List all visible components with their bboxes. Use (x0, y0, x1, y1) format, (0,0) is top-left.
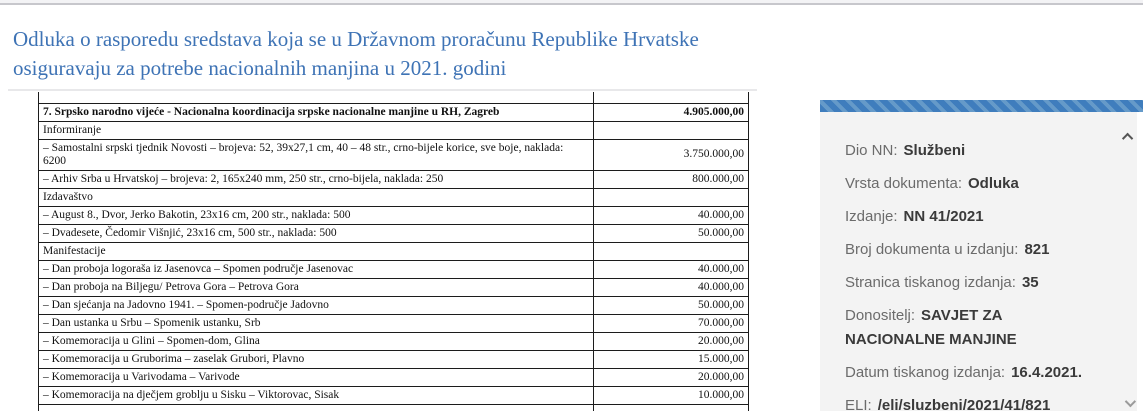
meta-field-label: Broj dokumenta u izdanju: (845, 241, 1019, 258)
table-row: Manifestacije (38, 241, 749, 261)
table-cell-amount: 40.000,00 (593, 259, 749, 279)
meta-field-value: NN 41/2021 (903, 208, 984, 225)
meta-field: Vrsta dokumenta: Odluka (845, 172, 1097, 196)
meta-field: Broj dokumenta u izdanju: 821 (845, 238, 1097, 262)
meta-field: ELI: /eli/sluzbeni/2021/41/821 (845, 394, 1097, 411)
table-row: – Dan proboja logoraša iz Jasenovca – Sp… (38, 259, 749, 279)
table-cell-description: – Dan proboja na Biljegu/ Petrova Gora –… (38, 277, 594, 297)
meta-field-value: Službeni (903, 142, 966, 159)
chevron-down-icon (1124, 395, 1136, 407)
budget-table: 7. Srpsko narodno vijeće - Nacionalna ko… (38, 92, 749, 411)
table-cell-description: – August 8., Dvor, Jerko Bakotin, 23x16 … (38, 205, 594, 225)
table-cell-amount: 4.905.000,00 (593, 102, 749, 122)
table-cell-amount: 70.000,00 (593, 313, 749, 333)
meta-field-value: 821 (1024, 241, 1050, 258)
table-cell-description: – Dvadesete, Čedomir Višnjić, 23x16 cm, … (38, 223, 594, 243)
meta-field-label: Izdanje: (845, 208, 898, 225)
table-cell-amount: 50.000,00 (593, 295, 749, 315)
meta-field-label: Datum tiskanog izdanja: (845, 364, 1006, 381)
table-cell-description: – Samostalni srpski tjednik Novosti – br… (38, 138, 594, 171)
meta-field-value: 35 (1021, 274, 1039, 291)
table-cell-description: – Komemoracija u Glini – Spomen-dom, Gli… (38, 331, 594, 351)
meta-field-value: SAVJET ZA NACIONALNE MANJINE (845, 307, 1017, 348)
table-cell-description: Izdavaštvo (38, 187, 594, 207)
table-cell-description: 7. Srpsko narodno vijeće - Nacionalna ko… (38, 102, 594, 122)
meta-field-label: Vrsta dokumenta: (845, 175, 963, 192)
table-cell-amount: 3.750.000,00 (593, 138, 749, 171)
table-cell-description: – Dan proboja logoraša iz Jasenovca – Sp… (38, 259, 594, 279)
table-row: – Komemoracija u Varivodama – Varivode 2… (38, 367, 749, 387)
table-cell-description: – Dan sjećanja na Jadovno 1941. – Spomen… (38, 295, 594, 315)
table-cell-amount (593, 241, 749, 261)
table-cell-amount: 40.000,00 (593, 205, 749, 225)
metadata-fields: Dio NN: Službeni Vrsta dokumenta: Odluka I… (845, 139, 1097, 411)
table-cell-description: – Komemoracija na dječjem groblju u Sisk… (38, 385, 594, 405)
table-cell-amount (593, 187, 749, 207)
table-cell-description: Manifestacije (38, 241, 594, 261)
table-cell-description: – Komemoracija u Varivodama – Varivode (38, 367, 594, 387)
sidebar-accent-band (820, 100, 1143, 112)
table-row: Informiranje (38, 120, 749, 140)
table-cell-amount: 800.000,00 (593, 169, 749, 189)
metadata-sidebar: Dio NN: Službeni Vrsta dokumenta: Odluka I… (820, 100, 1143, 411)
meta-field: Datum tiskanog izdanja: 16.4.2021. (845, 361, 1097, 385)
scroll-up-button[interactable] (1120, 128, 1137, 145)
table-cell-description: Informiranje (38, 120, 594, 140)
meta-field-label: Stranica tiskanog izdanja: (845, 274, 1016, 291)
chevron-up-icon (1121, 132, 1133, 144)
table-row: – Komemoracija na dječjem groblju u Sisk… (38, 385, 749, 405)
meta-field: Dio NN: Službeni (845, 139, 1097, 163)
table-cell-amount: 15.000,00 (593, 349, 749, 369)
sidebar-scrollbar[interactable] (1120, 114, 1137, 411)
meta-field-value: /eli/sluzbeni/2021/41/821 (877, 397, 1051, 411)
table-row: – Komemoracija u Glini – Spomen-dom, Gli… (38, 331, 749, 351)
table-row: Izdavaštvo (38, 187, 749, 207)
table-cell-amount (593, 120, 749, 140)
table-row: – Samostalni srpski tjednik Novosti – br… (38, 138, 749, 171)
table-cell-amount: 20.000,00 (593, 367, 749, 387)
table-cell-description: – Komemoracija u Gruborima – zaselak Gru… (38, 349, 594, 369)
table-row: – Dvadesete, Čedomir Višnjić, 23x16 cm, … (38, 223, 749, 243)
budget-table-wrap: 7. Srpsko narodno vijeće - Nacionalna ko… (38, 92, 749, 411)
table-cell-amount: 50.000,00 (593, 223, 749, 243)
table-row: – Komemoracija u Gruborima – zaselak Gru… (38, 349, 749, 369)
table-cell-amount: 10.000,00 (593, 385, 749, 405)
metadata-panel: Dio NN: Službeni Vrsta dokumenta: Odluka I… (820, 112, 1137, 411)
table-row: – Dan ustanka u Srbu – Spomenik ustanku,… (38, 313, 749, 333)
meta-field-label: Dio NN: (845, 142, 898, 159)
top-divider-bar (0, 0, 1143, 5)
scroll-down-button[interactable] (1120, 394, 1137, 411)
meta-field-label: Donositelj: (845, 307, 916, 324)
budget-table-body: 7. Srpsko narodno vijeće - Nacionalna ko… (38, 92, 749, 411)
table-row: – Arhiv Srba u Hrvatskoj – brojeva: 2, 1… (38, 169, 749, 189)
table-row: 7. Srpsko narodno vijeće - Nacionalna ko… (38, 102, 749, 122)
section-separator (8, 89, 757, 91)
table-row: – Dan sjećanja na Jadovno 1941. – Spomen… (38, 295, 749, 315)
meta-field-label: ELI: (845, 397, 872, 411)
table-cell-amount: 20.000,00 (593, 331, 749, 351)
meta-field: Donositelj: SAVJET ZA NACIONALNE MANJINE (845, 304, 1097, 352)
table-cell-description: – Dan ustanka u Srbu – Spomenik ustanku,… (38, 313, 594, 333)
table-row-partial (38, 92, 749, 104)
table-row: – Dan proboja na Biljegu/ Petrova Gora –… (38, 277, 749, 297)
meta-field-value: 16.4.2021. (1011, 364, 1082, 381)
meta-field-value: Odluka (968, 175, 1019, 192)
table-row: – August 8., Dvor, Jerko Bakotin, 23x16 … (38, 205, 749, 225)
table-cell-description: – Arhiv Srba u Hrvatskoj – brojeva: 2, 1… (38, 169, 594, 189)
meta-field: Stranica tiskanog izdanja: 35 (845, 271, 1097, 295)
table-row-partial (38, 403, 749, 411)
table-cell-amount: 40.000,00 (593, 277, 749, 297)
page-title: Odluka o rasporedu sredstava koja se u D… (13, 27, 699, 80)
meta-field: Izdanje: NN 41/2021 (845, 205, 1097, 229)
